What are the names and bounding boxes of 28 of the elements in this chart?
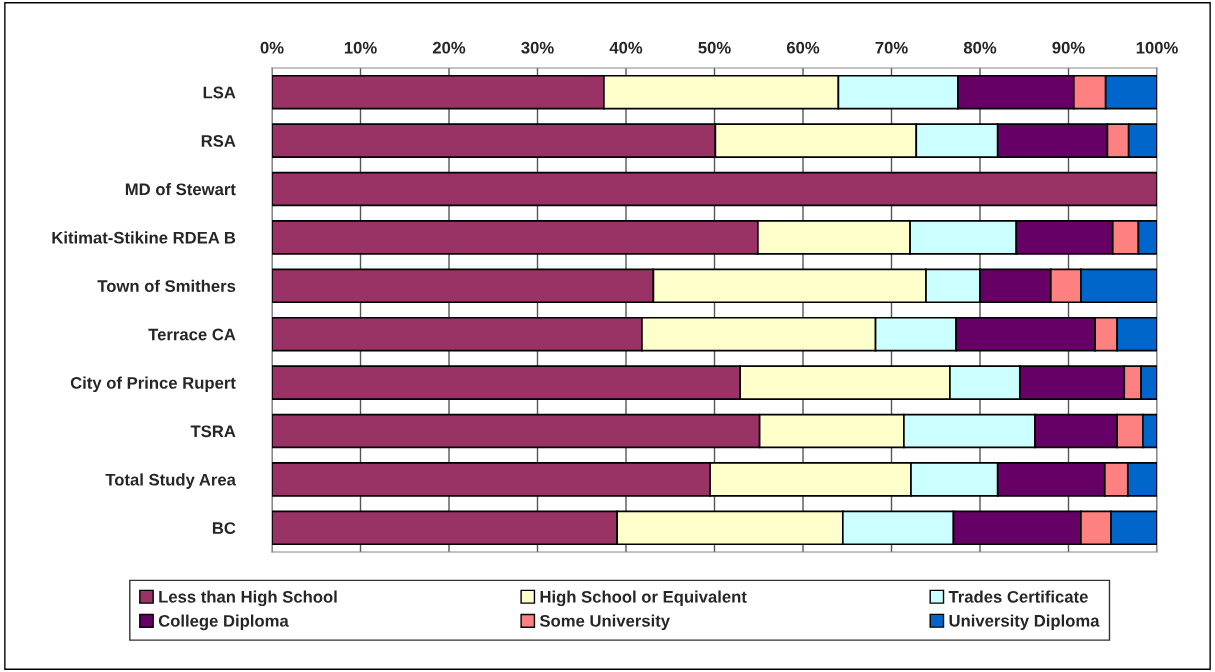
legend-label: Less than High School [159,590,337,607]
legend-label: College Diploma [158,614,289,631]
x-tick-label: 10% [344,41,377,54]
legend-label: Some University [539,614,670,631]
x-tick-label: 40% [609,41,643,54]
x-tick-label: 20% [432,41,466,54]
y-tick-label: BC [212,522,236,534]
x-tick-label: 70% [875,41,908,54]
legend-label: University Diploma [949,614,1100,630]
y-tick-label: LSA [203,86,236,99]
x-tick-label: 50% [698,41,731,54]
x-tick-label: 60% [786,41,820,54]
y-tick-label: Total Study Area [105,473,236,489]
x-tick-label: 100% [1136,41,1178,54]
y-tick-label: Kitimat-Stikine RDEA B [52,231,236,244]
bar [272,171,1157,207]
y-tick-label: Terrace CA [148,328,236,341]
x-tick-label: 0% [260,41,284,54]
x-tick-label: 80% [963,41,997,54]
x-tick-label: 90% [1052,41,1085,54]
x-tick-label: 30% [521,41,554,54]
y-tick-label: Town of Smithers [97,279,236,292]
legend-label: High School or Equivalent [540,590,747,607]
y-tick-label: RSA [201,135,236,147]
y-tick-label: TSRA [190,425,236,438]
y-tick-label: City of Prince Rupert [70,376,236,393]
y-tick-label: MD of Stewart [125,182,236,196]
legend-label: Trades Certificate [948,590,1088,603]
